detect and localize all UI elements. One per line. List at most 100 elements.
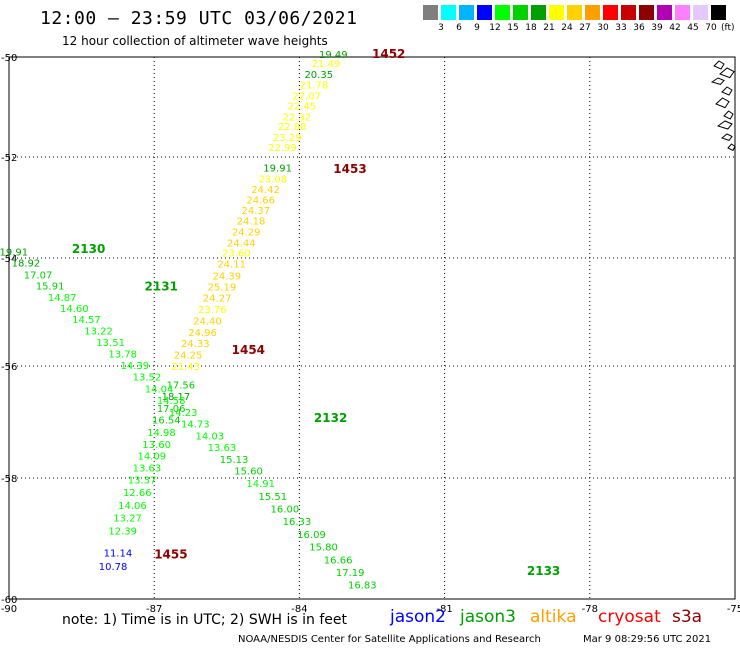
colorbar-swatch bbox=[657, 5, 672, 20]
wave-height-value: 13.22 bbox=[84, 327, 113, 338]
colorbar-swatch bbox=[477, 5, 492, 20]
wave-height-value: 17.56 bbox=[166, 380, 195, 391]
wave-height-value: 20.35 bbox=[304, 70, 333, 81]
colorbar-swatch bbox=[459, 5, 474, 20]
colorbar-swatch bbox=[549, 5, 564, 20]
colorbar-label: 36 bbox=[633, 23, 645, 33]
wave-height-value: 15.60 bbox=[234, 467, 263, 478]
legend-cryosat: cryosat bbox=[598, 607, 661, 627]
colorbar-swatch bbox=[621, 5, 636, 20]
colorbar-label: 39 bbox=[651, 23, 663, 33]
wave-height-value: 21.43 bbox=[171, 362, 200, 373]
coastline-outline bbox=[719, 67, 735, 79]
pass-time-label: 2133 bbox=[527, 564, 560, 578]
wave-height-value: 15.13 bbox=[220, 455, 249, 466]
x-tick-label: -90 bbox=[1, 604, 17, 615]
wave-height-value: 24.18 bbox=[237, 217, 266, 228]
wave-height-value: 13.52 bbox=[133, 373, 162, 384]
coastline-outline bbox=[723, 110, 734, 120]
wave-height-value: 24.42 bbox=[251, 185, 280, 196]
coastline-outline bbox=[713, 60, 725, 70]
wave-height-value: 23.29 bbox=[273, 133, 302, 144]
wave-height-value: 17.07 bbox=[24, 271, 53, 282]
coastline-outline bbox=[715, 97, 730, 109]
wave-height-value: 18.92 bbox=[12, 259, 41, 270]
wave-height-value: 13.37 bbox=[128, 475, 157, 486]
pass-time-label: 2131 bbox=[145, 279, 178, 293]
wave-height-value: 14.60 bbox=[60, 304, 89, 315]
coastline-outline bbox=[710, 77, 725, 85]
y-tick-label: -54 bbox=[1, 254, 17, 265]
wave-height-value: 13.51 bbox=[96, 338, 125, 349]
colorbar-label: 27 bbox=[579, 23, 591, 33]
wave-height-value: 22.45 bbox=[287, 102, 316, 113]
colorbar-label: 6 bbox=[456, 23, 462, 33]
colorbar-swatch bbox=[711, 5, 726, 20]
wave-height-value: 15.91 bbox=[36, 281, 65, 292]
wave-height-value: 14.04 bbox=[145, 384, 174, 395]
y-tick-label: -50 bbox=[1, 53, 17, 64]
wave-height-value: 13.78 bbox=[108, 349, 137, 360]
wave-height-value: 16.00 bbox=[271, 504, 300, 515]
colorbar-label: 33 bbox=[615, 23, 627, 33]
coastline-outline bbox=[721, 86, 733, 96]
wave-height-value: 14.23 bbox=[169, 408, 198, 419]
wave-height-value: 19.49 bbox=[319, 50, 348, 61]
colorbar-swatch bbox=[693, 5, 708, 20]
colorbar-swatch bbox=[513, 5, 528, 20]
x-tick-label: -75 bbox=[727, 604, 740, 615]
wave-height-value: 24.11 bbox=[217, 260, 246, 271]
pass-time-label: 2132 bbox=[314, 411, 347, 425]
wave-height-value: 14.91 bbox=[246, 479, 275, 490]
pass-time-label: 1453 bbox=[333, 162, 366, 176]
colorbar-label: 45 bbox=[687, 23, 699, 33]
wave-height-value: 17.06 bbox=[157, 404, 186, 415]
wave-height-value: 13.63 bbox=[133, 463, 162, 474]
legend-jason2: jason2 bbox=[390, 607, 446, 627]
wave-height-value: 15.51 bbox=[258, 492, 287, 503]
wave-height-value: 15.80 bbox=[309, 543, 338, 554]
wave-height-value: 14.06 bbox=[118, 501, 147, 512]
wave-height-value: 22.88 bbox=[278, 122, 307, 133]
wave-height-value: 22.07 bbox=[292, 92, 321, 103]
wave-height-value: 14.73 bbox=[181, 420, 210, 431]
map-subtitle: 12 hour collection of altimeter wave hei… bbox=[62, 34, 328, 48]
colorbar-swatch bbox=[495, 5, 510, 20]
colorbar-label: 21 bbox=[543, 23, 555, 33]
legend-note: note: 1) Time is in UTC; 2) SWH is in fe… bbox=[62, 612, 348, 628]
wave-height-value: 24.44 bbox=[227, 238, 256, 249]
colorbar-unit: (ft) bbox=[721, 23, 735, 33]
x-tick-label: -81 bbox=[436, 604, 452, 615]
coastline-outline bbox=[727, 143, 736, 152]
colorbar-label: 30 bbox=[597, 23, 609, 33]
wave-height-value: 25.19 bbox=[208, 282, 237, 293]
wave-height-value: 16.83 bbox=[348, 581, 377, 592]
wave-height-value: 24.66 bbox=[246, 195, 275, 206]
colorbar-swatch bbox=[603, 5, 618, 20]
colorbar-swatch bbox=[531, 5, 546, 20]
wave-height-value: 14.39 bbox=[121, 361, 150, 372]
pass-time-label: 1454 bbox=[232, 343, 265, 357]
wave-height-value: 19.91 bbox=[0, 247, 28, 258]
wave-height-value: 12.39 bbox=[108, 526, 137, 537]
wave-height-value: 10.78 bbox=[99, 562, 128, 573]
wave-height-value: 13.60 bbox=[142, 440, 171, 451]
wave-height-value: 19.91 bbox=[263, 164, 292, 175]
colorbar-label: 12 bbox=[489, 23, 501, 33]
x-tick-label: -87 bbox=[146, 604, 162, 615]
colorbar-swatch bbox=[639, 5, 654, 20]
wave-height-value: 24.37 bbox=[242, 206, 271, 217]
wave-height-value: 21.49 bbox=[312, 59, 341, 70]
wave-height-value: 17.19 bbox=[336, 568, 365, 579]
wave-height-value: 14.03 bbox=[196, 431, 225, 442]
wave-height-value: 24.39 bbox=[212, 272, 241, 283]
wave-height-value: 24.25 bbox=[174, 350, 203, 361]
legend-altika: altika bbox=[530, 607, 577, 627]
x-tick-label: -78 bbox=[582, 604, 598, 615]
wave-height-value: 21.78 bbox=[300, 81, 329, 92]
colorbar-swatch bbox=[567, 5, 582, 20]
map-title: 12:00 – 23:59 UTC 03/06/2021 bbox=[40, 8, 358, 29]
y-tick-label: -52 bbox=[1, 153, 17, 164]
colorbar-label: 18 bbox=[525, 23, 537, 33]
